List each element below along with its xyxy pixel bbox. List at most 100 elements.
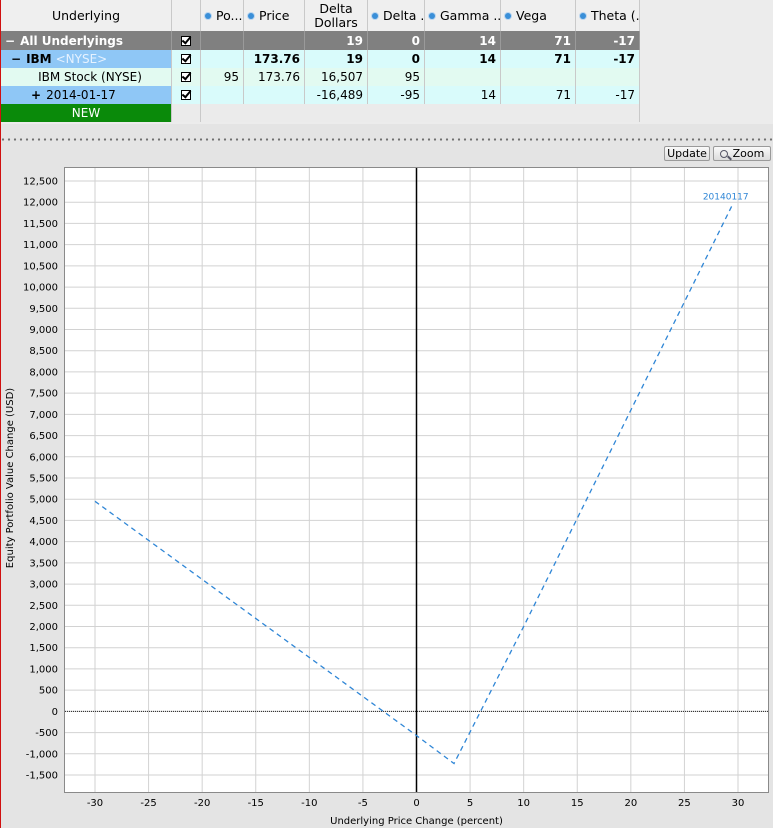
new-row-button[interactable]: NEW: [1, 104, 172, 122]
checkbox-checked-icon[interactable]: [181, 54, 191, 64]
underlying-cell: +2014-01-17: [1, 86, 172, 104]
y-tick-label: -1,500: [26, 771, 58, 782]
x-tick-label: 10: [517, 798, 530, 809]
table-row-expiry[interactable]: +2014-01-17 -16,489 -95 14 71 -17: [1, 86, 640, 104]
column-label: Delta ...: [383, 8, 425, 23]
x-tick-label: -20: [194, 798, 210, 809]
gamma-cell: 14: [425, 50, 501, 68]
x-tick-label: 20: [624, 798, 637, 809]
y-tick-label: 9,500: [29, 304, 58, 315]
zoom-button[interactable]: Zoom: [713, 146, 771, 161]
x-tick-label: 25: [678, 798, 691, 809]
position-cell: [201, 86, 244, 104]
delta-dollars-cell: 19: [305, 31, 368, 50]
column-header-price[interactable]: Price: [244, 0, 305, 31]
column-header-theta[interactable]: Theta (...: [576, 0, 640, 31]
y-tick-label: 3,000: [29, 580, 58, 591]
x-tick-label: -25: [140, 798, 156, 809]
position-cell: [201, 31, 244, 50]
sort-dot-icon: [248, 12, 254, 19]
x-tick-label: -10: [301, 798, 317, 809]
include-checkbox[interactable]: [172, 68, 201, 86]
x-axis-title: Underlying Price Change (percent): [330, 816, 503, 827]
y-tick-label: 1,000: [29, 664, 58, 675]
column-header-gamma[interactable]: Gamma ...: [425, 0, 501, 31]
include-checkbox[interactable]: [172, 86, 201, 104]
x-tick-label: 15: [571, 798, 584, 809]
y-tick-label: 5,000: [29, 495, 58, 506]
update-label: Update: [667, 147, 707, 160]
zoom-label: Zoom: [732, 147, 765, 160]
underlying-name: IBM Stock (NYSE): [1, 68, 172, 86]
delta-dollars-cell: -16,489: [305, 86, 368, 104]
checkbox-checked-icon[interactable]: [181, 72, 191, 82]
column-label: Price: [259, 8, 290, 23]
include-checkbox[interactable]: [172, 31, 201, 50]
y-tick-label: 2,500: [29, 601, 58, 612]
zoom-icon: [719, 149, 728, 158]
x-tick-label: 0: [413, 798, 419, 809]
portfolio-grid: Underlying Po... Price Delta Dollars Del…: [1, 0, 773, 124]
y-tick-label: 10,500: [23, 261, 58, 272]
y-tick-label: 0: [52, 707, 58, 718]
y-tick-label: 8,500: [29, 346, 58, 357]
column-header-position[interactable]: Po...: [201, 0, 244, 31]
y-tick-label: 2,000: [29, 622, 58, 633]
x-tick-label: 5: [467, 798, 473, 809]
y-tick-label: 1,500: [29, 643, 58, 654]
column-header-check[interactable]: [172, 0, 201, 31]
update-button[interactable]: Update: [664, 146, 710, 161]
column-label: Underlying: [51, 8, 121, 23]
table-row-ibm[interactable]: − IBM <NYSE> 173.76 19 0 14 71 -17: [1, 50, 640, 68]
panel-splitter[interactable]: [0, 138, 773, 141]
y-tick-label: 6,500: [29, 431, 58, 442]
y-tick-label: 12,500: [23, 177, 58, 188]
theta-cell: -17: [576, 86, 640, 104]
column-header-underlying[interactable]: Underlying: [1, 0, 172, 31]
column-header-delta-dollars[interactable]: Delta Dollars: [305, 0, 368, 31]
underlying-cell: − All Underlyings: [1, 31, 172, 50]
position-cell: 95: [201, 68, 244, 86]
sort-dot-icon: [580, 12, 586, 19]
checkbox-checked-icon[interactable]: [181, 35, 191, 46]
underlying-cell: − IBM <NYSE>: [1, 50, 172, 68]
include-checkbox[interactable]: [172, 50, 201, 68]
table-row-ibm-stock[interactable]: IBM Stock (NYSE) 95 173.76 16,507 95: [1, 68, 640, 86]
vega-cell: 71: [501, 31, 576, 50]
underlying-name: IBM: [26, 52, 52, 66]
y-tick-label: 6,000: [29, 452, 58, 463]
vega-cell: 71: [501, 86, 576, 104]
column-header-vega[interactable]: Vega: [501, 0, 576, 31]
theta-cell: -17: [576, 50, 640, 68]
y-tick-label: 3,500: [29, 558, 58, 569]
theta-cell: [576, 68, 640, 86]
vega-cell: [501, 68, 576, 86]
y-tick-label: 10,000: [23, 283, 58, 294]
delta-dollars-cell: 19: [305, 50, 368, 68]
delta-cell: 95: [368, 68, 425, 86]
y-tick-label: 11,500: [23, 219, 58, 230]
checkbox-checked-icon[interactable]: [181, 90, 191, 100]
position-cell: [201, 50, 244, 68]
y-tick-label: 12,000: [23, 198, 58, 209]
window-edge: [0, 0, 1, 828]
y-axis-title: Equity Portfolio Value Change (USD): [5, 388, 16, 568]
gamma-cell: [425, 68, 501, 86]
price-cell: [244, 86, 305, 104]
sort-dot-icon: [372, 12, 378, 19]
collapse-toggle-icon[interactable]: −: [11, 52, 22, 66]
column-label: Vega: [516, 8, 547, 23]
x-tick-label: -5: [358, 798, 368, 809]
y-tick-label: 8,000: [29, 367, 58, 378]
gamma-cell: 14: [425, 86, 501, 104]
expand-toggle-icon[interactable]: +: [31, 88, 42, 102]
sort-dot-icon: [205, 12, 211, 19]
theta-cell: -17: [576, 31, 640, 50]
column-header-delta[interactable]: Delta ...: [368, 0, 425, 31]
y-tick-label: 500: [39, 686, 58, 697]
sort-dot-icon: [429, 12, 435, 19]
table-row-all-underlyings[interactable]: − All Underlyings 19 0 14 71 -17: [1, 31, 640, 50]
collapse-toggle-icon[interactable]: −: [5, 33, 16, 48]
empty-cell: [172, 104, 201, 122]
